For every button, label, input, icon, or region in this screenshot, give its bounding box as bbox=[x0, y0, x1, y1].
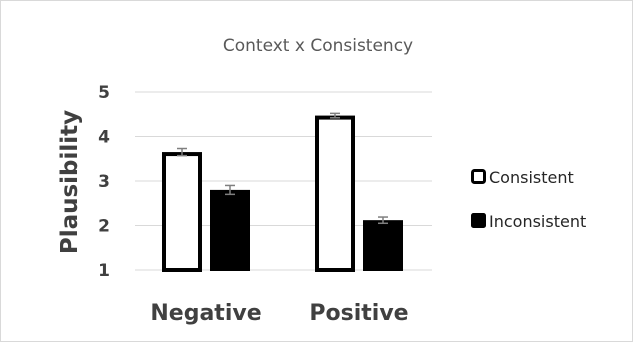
legend-item-consistent: Consistent bbox=[471, 168, 574, 187]
y-tick-label: 5 bbox=[98, 83, 110, 103]
legend: Consistent Inconsistent bbox=[471, 168, 586, 231]
error-bar bbox=[378, 216, 388, 225]
legend-swatch bbox=[471, 169, 486, 184]
y-tick-labels: 1 2 3 4 5 bbox=[98, 83, 110, 281]
legend-item-inconsistent: Inconsistent bbox=[471, 212, 586, 231]
legend-label: Consistent bbox=[489, 168, 574, 187]
bar-consistent-negative bbox=[162, 152, 202, 272]
y-tick-label: 4 bbox=[98, 128, 110, 148]
chart-title: Context x Consistency bbox=[223, 36, 413, 56]
bars bbox=[162, 115, 403, 272]
y-tick-label: 1 bbox=[98, 261, 110, 281]
bar-inconsistent-positive bbox=[363, 220, 403, 272]
legend-swatch bbox=[471, 213, 486, 228]
error-bars bbox=[177, 112, 388, 225]
error-bar bbox=[225, 184, 235, 196]
y-tick-label: 2 bbox=[98, 217, 110, 237]
bar-consistent-positive bbox=[315, 115, 355, 272]
error-bar bbox=[177, 147, 187, 157]
legend-label: Inconsistent bbox=[489, 212, 586, 231]
error-bar bbox=[330, 112, 340, 119]
bar-inconsistent-negative bbox=[210, 189, 250, 271]
x-tick-label: Negative bbox=[150, 301, 261, 326]
y-axis-label: Plausibility bbox=[57, 110, 83, 254]
x-tick-label: Positive bbox=[309, 301, 408, 326]
y-tick-label: 3 bbox=[98, 172, 110, 192]
x-tick-labels: Negative Positive bbox=[150, 301, 408, 326]
